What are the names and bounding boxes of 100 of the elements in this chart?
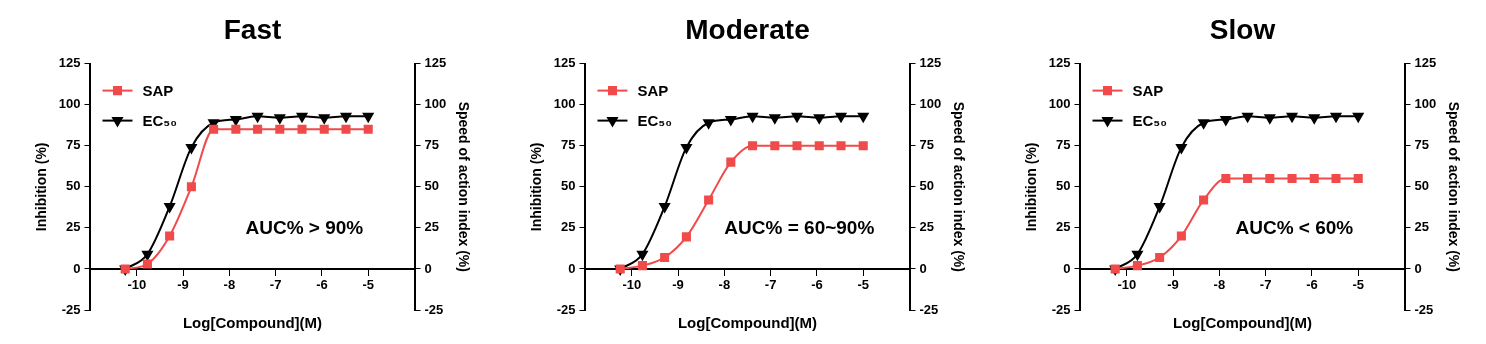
point bbox=[769, 114, 781, 124]
legend-label: EC₅₀ bbox=[142, 111, 177, 129]
y-axis-title: Inhibition (%) bbox=[528, 142, 545, 232]
point bbox=[1264, 114, 1276, 124]
x-axis-title: Log[Compound](M) bbox=[677, 313, 818, 331]
annotation: AUC% < 60% bbox=[1235, 216, 1354, 238]
point bbox=[297, 124, 307, 134]
point bbox=[319, 124, 329, 134]
point bbox=[275, 124, 285, 134]
y-tick-label: 75 bbox=[1056, 137, 1071, 153]
y2-tick-label: 50 bbox=[424, 178, 439, 194]
y-tick-label: 0 bbox=[1063, 260, 1071, 276]
y-tick-label: 125 bbox=[553, 55, 576, 71]
legend-label: EC₅₀ bbox=[637, 111, 672, 129]
chart-title: Moderate bbox=[685, 13, 810, 45]
point bbox=[1352, 112, 1364, 123]
point bbox=[791, 112, 803, 123]
point bbox=[1265, 174, 1275, 184]
point bbox=[1154, 203, 1165, 213]
point bbox=[748, 141, 758, 151]
point bbox=[1132, 250, 1143, 261]
annotation: AUC% > 90% bbox=[245, 216, 364, 238]
point bbox=[142, 250, 153, 261]
y-tick-label: 100 bbox=[553, 96, 576, 112]
point bbox=[813, 114, 825, 124]
point bbox=[209, 124, 219, 134]
point bbox=[637, 261, 647, 271]
point bbox=[681, 143, 692, 154]
x-tick-label: -9 bbox=[672, 277, 684, 293]
y-tick-label: 125 bbox=[1048, 55, 1071, 71]
x-tick-label: -7 bbox=[269, 277, 282, 293]
x-tick-label: -9 bbox=[1167, 277, 1179, 293]
x-tick-label: -6 bbox=[316, 277, 328, 293]
x-tick-label: -10 bbox=[127, 277, 147, 293]
point bbox=[1331, 174, 1341, 184]
y-tick-label: 100 bbox=[58, 96, 81, 112]
legend-label: SAP bbox=[637, 81, 669, 99]
y2-tick-label: -25 bbox=[424, 301, 444, 317]
point bbox=[770, 141, 780, 151]
legend-label: SAP bbox=[1132, 81, 1164, 99]
y2-tick-label: 0 bbox=[424, 260, 432, 276]
x-tick-label: -10 bbox=[622, 277, 642, 293]
y-tick-label: 25 bbox=[66, 219, 81, 235]
x-tick-label: -7 bbox=[1259, 277, 1272, 293]
point bbox=[747, 112, 758, 123]
x-tick-label: -8 bbox=[223, 277, 236, 293]
y2-tick-label: -25 bbox=[1414, 301, 1434, 317]
x-tick-label: -5 bbox=[857, 277, 869, 293]
x-axis-title: Log[Compound](M) bbox=[182, 313, 323, 331]
point bbox=[186, 182, 196, 192]
x-tick-label: -5 bbox=[362, 277, 374, 293]
y2-axis-title: Speed of action index (%) bbox=[1445, 101, 1462, 272]
point bbox=[1176, 231, 1186, 241]
point bbox=[340, 112, 352, 123]
point bbox=[836, 141, 846, 151]
y2-tick-label: 75 bbox=[1414, 137, 1429, 153]
y2-tick-label: 125 bbox=[424, 55, 447, 71]
point bbox=[1308, 114, 1320, 124]
point bbox=[1155, 252, 1165, 262]
y-tick-label: -25 bbox=[61, 301, 81, 317]
point bbox=[814, 141, 824, 151]
x-tick-label: -9 bbox=[177, 277, 189, 293]
y-tick-label: 125 bbox=[58, 55, 81, 71]
y2-tick-label: 25 bbox=[919, 219, 934, 235]
y2-axis-title: Speed of action index (%) bbox=[950, 101, 967, 272]
point bbox=[659, 203, 670, 213]
y-axis-title: Inhibition (%) bbox=[1023, 142, 1040, 232]
y-axis-title: Inhibition (%) bbox=[33, 142, 50, 232]
x-tick-label: -5 bbox=[1352, 277, 1364, 293]
point bbox=[725, 115, 737, 126]
chart-title: Slow bbox=[1209, 13, 1276, 45]
y2-tick-label: 25 bbox=[424, 219, 439, 235]
y2-tick-label: 75 bbox=[424, 137, 439, 153]
y-tick-label: -25 bbox=[556, 301, 576, 317]
y-tick-label: 100 bbox=[1048, 96, 1071, 112]
y-tick-label: 50 bbox=[561, 178, 576, 194]
point bbox=[681, 232, 691, 242]
y2-tick-label: 25 bbox=[1414, 219, 1429, 235]
point bbox=[637, 250, 648, 261]
point bbox=[792, 141, 802, 151]
point bbox=[1198, 119, 1209, 129]
point bbox=[1199, 195, 1209, 205]
y2-tick-label: 50 bbox=[919, 178, 934, 194]
y-tick-label: 0 bbox=[568, 260, 576, 276]
y2-tick-label: 100 bbox=[919, 96, 942, 112]
point bbox=[858, 141, 868, 151]
point bbox=[165, 231, 175, 241]
point bbox=[1221, 174, 1231, 184]
point bbox=[704, 195, 714, 205]
legend-label: EC₅₀ bbox=[1132, 111, 1167, 129]
point bbox=[341, 124, 351, 134]
point bbox=[703, 119, 714, 129]
point bbox=[253, 124, 263, 134]
y2-tick-label: 0 bbox=[1414, 260, 1422, 276]
x-tick-label: -8 bbox=[718, 277, 731, 293]
point bbox=[1242, 112, 1253, 123]
point bbox=[362, 112, 374, 123]
y-tick-label: 0 bbox=[73, 260, 81, 276]
y2-tick-label: 75 bbox=[919, 137, 934, 153]
y-tick-label: 25 bbox=[561, 219, 576, 235]
